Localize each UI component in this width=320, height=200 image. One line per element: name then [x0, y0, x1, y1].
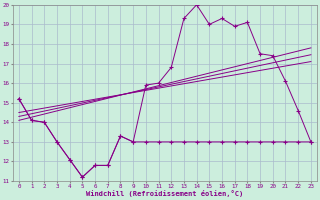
X-axis label: Windchill (Refroidissement éolien,°C): Windchill (Refroidissement éolien,°C)	[86, 190, 244, 197]
